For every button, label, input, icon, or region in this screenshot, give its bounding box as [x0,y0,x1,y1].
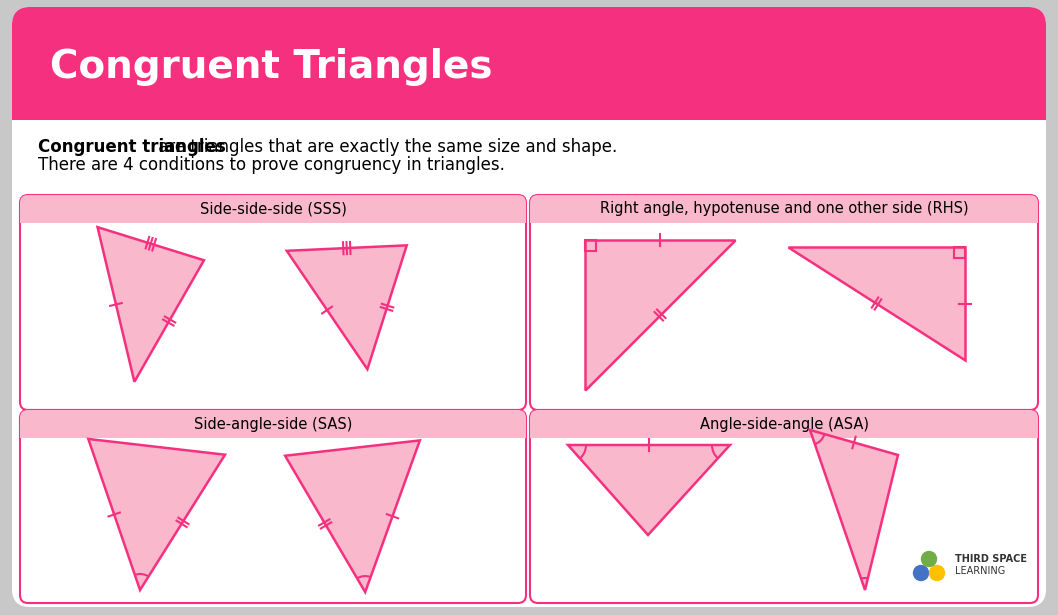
FancyBboxPatch shape [20,410,526,603]
Polygon shape [788,247,965,360]
FancyBboxPatch shape [530,410,1038,438]
FancyBboxPatch shape [530,195,1038,410]
FancyBboxPatch shape [530,410,1038,603]
Polygon shape [285,440,420,592]
FancyBboxPatch shape [20,410,526,438]
Text: THIRD SPACE: THIRD SPACE [955,554,1027,564]
Text: Right angle, hypotenuse and one other side (RHS): Right angle, hypotenuse and one other si… [600,202,968,216]
Text: Congruent triangles: Congruent triangles [38,138,225,156]
Text: Angle-side-angle (ASA): Angle-side-angle (ASA) [699,416,869,432]
FancyBboxPatch shape [530,195,1038,223]
Polygon shape [88,439,225,590]
Bar [20,424,526,438]
Circle shape [922,552,936,566]
Polygon shape [97,227,204,382]
Bar [530,424,1038,438]
Bar [20,209,526,223]
Polygon shape [810,430,898,590]
Text: Congruent Triangles: Congruent Triangles [50,48,493,86]
Circle shape [913,566,929,581]
Text: are triangles that are exactly the same size and shape.: are triangles that are exactly the same … [153,138,617,156]
Bar [530,209,1038,223]
Polygon shape [568,445,730,535]
Text: There are 4 conditions to prove congruency in triangles.: There are 4 conditions to prove congruen… [38,156,505,174]
Bar [12,102,1046,120]
Circle shape [930,566,945,581]
Polygon shape [287,245,406,369]
Polygon shape [585,240,735,390]
Text: LEARNING: LEARNING [955,566,1005,576]
FancyBboxPatch shape [12,7,1046,120]
Text: Side-angle-side (SAS): Side-angle-side (SAS) [194,416,352,432]
Text: Side-side-side (SSS): Side-side-side (SSS) [200,202,346,216]
FancyBboxPatch shape [20,195,526,410]
FancyBboxPatch shape [12,7,1046,607]
FancyBboxPatch shape [20,195,526,223]
